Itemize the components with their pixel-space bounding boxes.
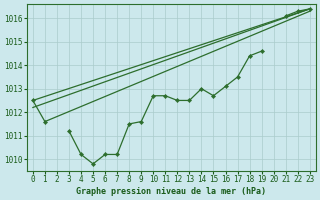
X-axis label: Graphe pression niveau de la mer (hPa): Graphe pression niveau de la mer (hPa) <box>76 187 266 196</box>
